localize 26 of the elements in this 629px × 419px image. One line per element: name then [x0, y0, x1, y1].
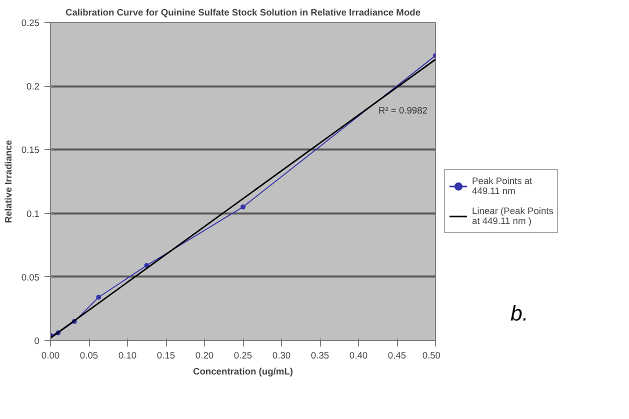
x-tick-label: 0.05	[80, 350, 98, 360]
x-tick-label: 0.35	[310, 350, 330, 360]
y-tick-label: 0.15	[21, 145, 40, 156]
x-tick-label: 0.00	[41, 350, 60, 360]
x-tick-label: 0.30	[272, 350, 291, 360]
y-tick-label: 0.05	[21, 272, 40, 282]
x-tick-label: 0.20	[195, 350, 214, 360]
legend-label: Peak Points at 449.11 nm	[472, 175, 534, 198]
y-tick-label: 0	[34, 336, 40, 346]
x-tick-label: 0.50	[422, 350, 440, 360]
text: b.	[510, 302, 528, 326]
y-tick-label: 0.1	[26, 208, 40, 219]
y-axis-title: Relative Irradiance	[3, 140, 14, 223]
point	[240, 204, 246, 210]
x-tick-label: 0.25	[234, 350, 252, 360]
x-tick-label: 0.10	[118, 350, 137, 360]
x-tick-label: 0.15	[156, 350, 176, 360]
y-tick-label: 0.2	[26, 82, 40, 92]
annotation: R² = 0.9982	[378, 106, 428, 116]
y-tick-label: 0.25	[21, 18, 40, 28]
x-tick-label: 0.40	[349, 350, 368, 360]
x-tick-label: 0.45	[388, 350, 406, 360]
legend-label: Linear (Peak Points at 449.11 nm )	[472, 205, 554, 228]
point	[96, 294, 102, 300]
chart-title: Calibration Curve for Quinine Sulfate Stock Solution in Relative Irradiance Mode	[65, 8, 421, 18]
x-axis-title: Concentration (ug/mL)	[192, 366, 294, 376]
